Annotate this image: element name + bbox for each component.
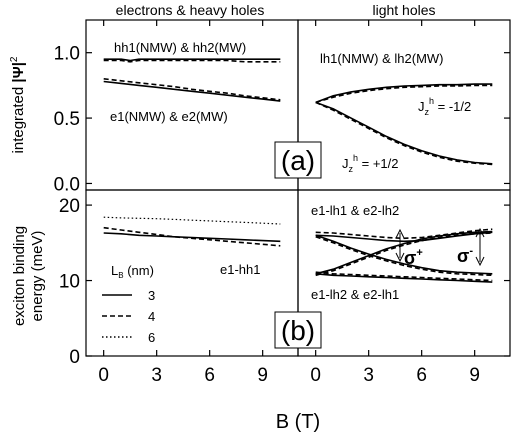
legend-label-3: 3 (148, 288, 155, 303)
series-line-top-left-0 (103, 58, 281, 62)
sigma-plus-sup: + (416, 247, 422, 259)
series-line-bottom-left-1 (103, 226, 281, 247)
xtick-label-bottom-left-1: 3 (151, 365, 162, 386)
series-line-top-right-2 (315, 101, 493, 165)
panel-label-a: (a) (281, 145, 315, 176)
series-line-bottom-left-2 (103, 216, 281, 225)
sigma-plus-arrowhead-up (395, 228, 405, 239)
jz-plus-base: J (342, 156, 349, 171)
jz-plus-value: = +1/2 (358, 156, 398, 171)
series-line-top-left-3 (103, 78, 281, 101)
panel-frame-bottom-right (297, 189, 511, 357)
top-ylabel: integrated |Ψ|2 (9, 56, 27, 153)
label-e1-hh1: e1-hh1 (220, 262, 260, 277)
header-electrons-heavy-holes: electrons & heavy holes (116, 2, 265, 18)
legend-label-4: 4 (148, 309, 155, 324)
legend-label-6: 6 (148, 330, 155, 345)
series-line-top-left-2 (103, 80, 281, 102)
jz-plus-sup: h (353, 153, 358, 163)
ytick-label-bottom-left-1: 10 (59, 272, 80, 293)
axis-ticks (86, 20, 510, 357)
series-line-bottom-right-7 (315, 271, 493, 282)
ytick-label-top-left-2: 1.0 (54, 44, 80, 65)
sigma-minus-arrowhead-up (475, 227, 485, 238)
label-e1-lh1: e1-lh1 & e2-lh2 (311, 203, 399, 218)
xtick-label-bottom-left-3: 9 (257, 365, 268, 386)
top-ylabel-exp: 2 (9, 56, 20, 62)
legend-title-unit: (nm) (124, 263, 154, 278)
jz-minus-value: = -1/2 (434, 99, 471, 114)
ytick-label-bottom-left-2: 20 (59, 196, 80, 217)
panel-label-b: (b) (281, 315, 315, 346)
label-e1-lh2: e1-lh2 & e2-lh1 (311, 287, 399, 302)
series-line-bottom-right-4 (315, 230, 493, 275)
sigma-plus-arrowhead-down (395, 252, 405, 263)
bottom-ylabel-line1: exciton binding (11, 226, 28, 326)
xtick-label-bottom-right-1: 3 (363, 365, 374, 386)
series-line-top-right-3 (315, 101, 493, 166)
jz-plus-sub: z (349, 164, 354, 174)
xtick-label-bottom-left-0: 0 (98, 365, 109, 386)
panel-label-b-box (274, 311, 322, 349)
axis-tick-labels: 0.0 0.5 1.0 0 10 20 0 3 6 9 0 3 6 9 (54, 44, 480, 386)
bottom-ylabel-line2: energy (meV) (29, 231, 46, 322)
label-hh1-hh2: hh1(NMW) & hh2(MW) (114, 40, 246, 55)
xtick-label-bottom-right-2: 6 (416, 365, 427, 386)
series-line-bottom-right-5 (315, 232, 493, 277)
series-line-top-right-1 (315, 84, 493, 104)
jz-minus-sub: z (425, 107, 430, 117)
panel-label-a-box (274, 141, 322, 179)
xtick-label-bottom-right-0: 0 (310, 365, 321, 386)
legend-title-base: L (111, 263, 118, 278)
series-line-top-right-0 (315, 83, 493, 104)
jz-minus-sup: h (429, 96, 434, 106)
series-line-bottom-right-6 (315, 273, 493, 283)
series-line-bottom-right-3 (315, 236, 493, 277)
sigma-minus-base: σ (457, 246, 469, 266)
ytick-label-top-left-0: 0.0 (54, 174, 80, 195)
series-line-bottom-right-1 (315, 228, 493, 240)
sigma-minus-sup: - (469, 245, 473, 257)
xtick-label-bottom-left-2: 6 (204, 365, 215, 386)
ytick-label-top-left-1: 0.5 (54, 109, 80, 130)
label-lh1-lh2: lh1(NMW) & lh2(MW) (320, 51, 444, 66)
panel-frame-top-right (297, 19, 511, 191)
top-ylabel-text: integrated (10, 83, 27, 154)
label-e1-e2: e1(NMW) & e2(MW) (110, 109, 228, 124)
xtick-label-bottom-right-3: 9 (469, 365, 480, 386)
legend: 3 4 6 (102, 288, 155, 345)
series-layer (103, 58, 493, 283)
x-axis-label: B (T) (276, 411, 320, 433)
label-jz-minus: Jzh = -1/2 (418, 96, 471, 117)
series-line-top-left-1 (103, 59, 281, 63)
series-line-bottom-right-2 (315, 234, 493, 275)
label-sigma-plus: σ+ (404, 247, 423, 268)
sigma-plus-base: σ (404, 248, 416, 268)
top-ylabel-psi: |Ψ| (10, 62, 27, 83)
jz-minus-base: J (418, 99, 425, 114)
series-line-bottom-left-0 (103, 232, 281, 243)
legend-title: LB (nm) (111, 263, 154, 280)
label-jz-plus: Jzh = +1/2 (342, 153, 399, 174)
legend-title-sub: B (118, 271, 123, 280)
header-light-holes: light holes (372, 2, 435, 18)
ytick-label-bottom-left-0: 0 (69, 347, 80, 368)
label-sigma-minus: σ- (457, 245, 473, 266)
sigma-minus-arrowhead-down (475, 256, 485, 267)
